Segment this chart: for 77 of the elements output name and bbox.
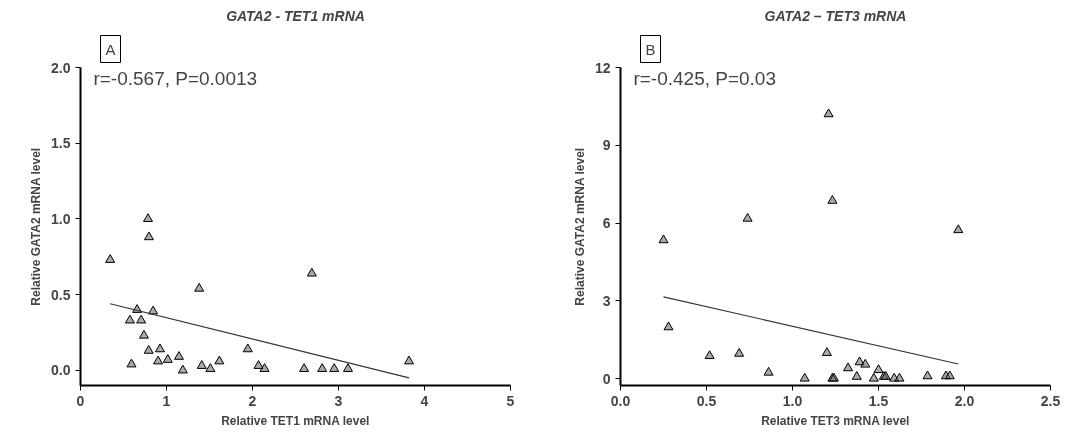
- point: [317, 363, 328, 372]
- x-tick-label: 1.0: [782, 392, 803, 409]
- y-axis-title: Relative GATA2 mRNA level: [572, 147, 587, 306]
- point: [126, 358, 137, 368]
- point: [148, 305, 159, 315]
- point: [136, 314, 147, 324]
- point: [851, 370, 862, 380]
- point: [827, 195, 838, 204]
- y-tick-label: 1.5: [51, 135, 71, 152]
- y-tick-label: 0.0: [51, 362, 71, 379]
- point: [704, 350, 715, 360]
- point: [177, 364, 188, 374]
- text: A: [105, 40, 116, 58]
- y-tick-label: 3: [602, 292, 611, 309]
- point: [944, 370, 955, 380]
- x-tick-label: 0: [76, 392, 85, 409]
- annotation: r=-0.567, P=0.0013: [93, 67, 258, 89]
- point: [868, 372, 879, 382]
- point: [143, 213, 154, 223]
- x-axis-title: Relative TET1 mRNA level: [221, 413, 370, 428]
- point: [173, 351, 184, 360]
- point: [153, 355, 164, 365]
- point: [214, 355, 225, 365]
- point: [953, 224, 964, 234]
- y-tick-label: 0: [602, 370, 611, 387]
- point: [843, 362, 854, 372]
- point: [873, 364, 884, 374]
- x-tick-label: 5: [506, 392, 515, 409]
- point: [821, 347, 832, 356]
- point: [205, 363, 216, 372]
- y-tick-label: 0.5: [51, 286, 71, 303]
- point: [306, 267, 317, 277]
- y-axis-title: Relative GATA2 mRNA level: [29, 147, 44, 306]
- point: [242, 343, 253, 353]
- y-tick-label: 2.0: [51, 59, 71, 76]
- annotation: r=-0.425, P=0.03: [633, 67, 777, 89]
- point: [823, 108, 834, 118]
- x-tick-label: 4: [420, 392, 429, 409]
- x-tick-label: 2.5: [1040, 392, 1061, 409]
- point: [860, 358, 871, 368]
- y-tick-label: 9: [602, 137, 611, 154]
- point: [196, 360, 207, 369]
- x-tick-label: 1: [162, 392, 171, 409]
- point: [663, 321, 674, 331]
- point: [329, 363, 340, 372]
- point: [259, 363, 270, 372]
- x-tick-label: 1.5: [868, 392, 889, 409]
- y-tick-label: 12: [594, 59, 611, 76]
- chart-title: GATA2 – TET3 mRNA: [764, 7, 907, 24]
- x-axis-title: Relative TET3 mRNA level: [761, 413, 910, 428]
- point: [162, 354, 173, 363]
- point: [734, 347, 745, 357]
- chart-title: GATA2 - TET1 mRNA: [226, 7, 365, 24]
- point: [658, 234, 669, 244]
- point: [894, 372, 905, 382]
- point: [299, 363, 310, 372]
- point: [404, 355, 415, 365]
- text: B: [645, 40, 656, 58]
- point: [763, 366, 774, 376]
- x-tick-label: 3: [334, 392, 343, 409]
- y-tick-label: 6: [602, 215, 611, 231]
- x-tick-label: 2.0: [954, 392, 975, 409]
- point: [922, 370, 933, 380]
- point: [342, 363, 353, 372]
- point: [124, 314, 135, 324]
- point: [253, 360, 264, 369]
- point: [799, 372, 810, 382]
- point: [143, 231, 154, 241]
- point: [105, 254, 116, 263]
- x-tick-label: 0.5: [696, 392, 717, 409]
- y-tick-label: 1.0: [51, 210, 71, 227]
- point: [742, 212, 753, 222]
- point: [143, 344, 154, 354]
- point: [138, 329, 149, 339]
- x-tick-label: 2: [248, 392, 257, 409]
- point: [154, 343, 165, 353]
- point: [194, 282, 205, 292]
